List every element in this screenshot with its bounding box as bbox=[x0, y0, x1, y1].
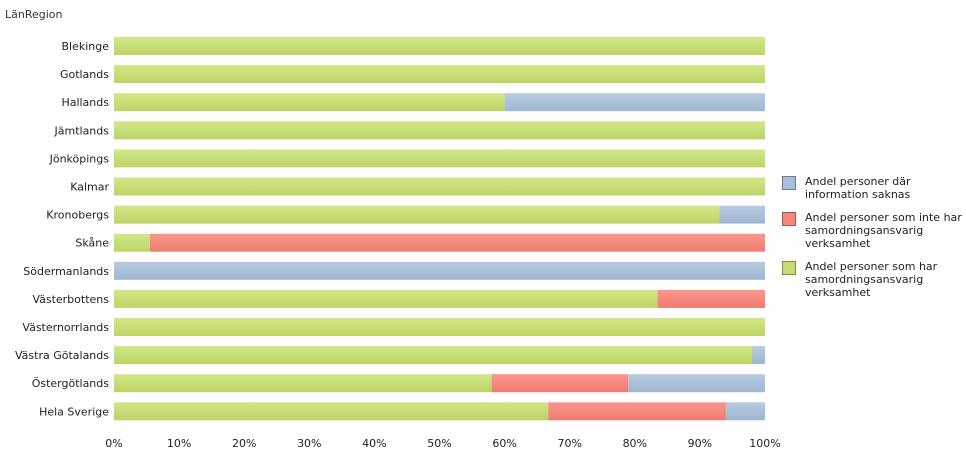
category-label: Södermanlands bbox=[23, 265, 109, 278]
legend-swatch bbox=[782, 261, 796, 275]
bars-group bbox=[114, 37, 765, 421]
category-label: Gotlands bbox=[60, 68, 109, 81]
bar-segment[interactable] bbox=[114, 65, 765, 84]
x-tick-label: 90% bbox=[688, 437, 712, 450]
x-tick-label: 80% bbox=[623, 437, 647, 450]
x-tick-label: 40% bbox=[362, 437, 386, 450]
legend-label: Andel personer som har samordningsansvar… bbox=[805, 260, 938, 299]
bar-segment[interactable] bbox=[719, 205, 765, 224]
bar-segment[interactable] bbox=[491, 374, 629, 393]
bar-segment[interactable] bbox=[657, 289, 765, 308]
category-label: Blekinge bbox=[61, 40, 109, 53]
bar-segment[interactable] bbox=[149, 233, 765, 252]
category-label: Kalmar bbox=[70, 181, 109, 194]
category-label: Hela Sverige bbox=[39, 405, 109, 418]
dimension-title: LänRegion bbox=[5, 8, 63, 21]
bar-segment[interactable] bbox=[114, 37, 765, 55]
x-tick-label: 20% bbox=[232, 437, 256, 450]
bar-segment[interactable] bbox=[504, 93, 765, 112]
legend-swatch bbox=[782, 212, 796, 226]
category-label: Västerbottens bbox=[32, 293, 109, 306]
bar-segment[interactable] bbox=[114, 318, 765, 336]
legend-item[interactable]: Andel personer där information saknas bbox=[782, 175, 962, 201]
category-label: Västernorrlands bbox=[22, 321, 109, 334]
x-axis-ticks: 0% 10% 20% 30% 40% 50% 60% 70% 80% 90% 100% bbox=[105, 437, 780, 450]
bar-segment[interactable] bbox=[114, 93, 505, 112]
bar-segment[interactable] bbox=[751, 346, 765, 365]
bar-segment[interactable] bbox=[114, 149, 765, 168]
x-tick-label: 10% bbox=[167, 437, 191, 450]
bar-segment[interactable] bbox=[114, 261, 765, 280]
x-tick-label: 60% bbox=[492, 437, 516, 450]
category-label: Kronobergs bbox=[46, 209, 109, 222]
x-tick-label: 50% bbox=[427, 437, 451, 450]
bar-segment[interactable] bbox=[114, 374, 492, 393]
x-tick-label: 70% bbox=[557, 437, 581, 450]
bar-segment[interactable] bbox=[114, 205, 720, 224]
category-label: Jönköpings bbox=[49, 152, 110, 165]
bar-segment[interactable] bbox=[114, 177, 765, 196]
legend-label: Andel personer som inte har samordningsa… bbox=[805, 211, 962, 250]
x-tick-label: 30% bbox=[297, 437, 321, 450]
legend-item[interactable]: Andel personer som inte har samordningsa… bbox=[782, 211, 962, 250]
category-labels: Blekinge Gotlands Hallands Jämtlands Jönköpi… bbox=[15, 40, 109, 418]
category-label: Hallands bbox=[61, 96, 109, 109]
x-tick-label: 0% bbox=[105, 437, 122, 450]
bar-segment[interactable] bbox=[114, 121, 765, 140]
bar-segment[interactable] bbox=[114, 402, 549, 421]
category-label: Västra Götalands bbox=[15, 349, 109, 362]
bar-segment[interactable] bbox=[725, 402, 765, 421]
bar-segment[interactable] bbox=[628, 374, 765, 393]
bar-segment[interactable] bbox=[114, 233, 150, 252]
bar-segment[interactable] bbox=[548, 402, 726, 421]
x-tick-label: 100% bbox=[749, 437, 780, 450]
legend-swatch bbox=[782, 176, 796, 190]
legend: Andel personer där information saknas And… bbox=[782, 175, 962, 309]
category-label: Skåne bbox=[75, 237, 109, 250]
bar-segment[interactable] bbox=[114, 346, 752, 365]
category-label: Östergötlands bbox=[32, 377, 110, 390]
bar-segment[interactable] bbox=[114, 289, 658, 308]
category-label: Jämtlands bbox=[54, 124, 110, 137]
legend-label: Andel personer där information saknas bbox=[805, 175, 911, 201]
legend-item[interactable]: Andel personer som har samordningsansvar… bbox=[782, 260, 962, 299]
